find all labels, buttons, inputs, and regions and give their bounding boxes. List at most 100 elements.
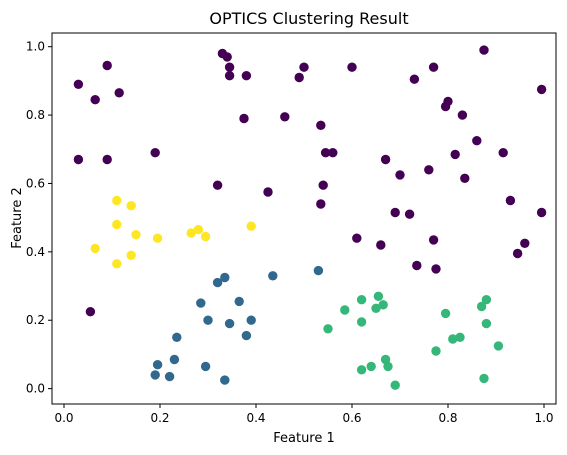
data-point-cluster-2-6 <box>378 300 388 310</box>
data-point-cluster-1-5 <box>224 318 235 329</box>
data-point-cluster-2-15 <box>481 318 492 329</box>
data-point-cluster-3-5 <box>126 250 136 260</box>
data-point-cluster-3-6 <box>112 259 122 269</box>
data-point-cluster-2-4 <box>356 317 367 327</box>
data-point-cluster-0-31 <box>428 62 439 72</box>
data-point-cluster-0-4 <box>73 154 84 165</box>
y-axis-label: Feature 2 <box>10 187 25 249</box>
data-point-cluster-0-25 <box>376 240 386 250</box>
data-point-cluster-0-48 <box>512 248 523 259</box>
data-point-cluster-2-12 <box>440 308 451 319</box>
data-point-cluster-0-47 <box>520 238 530 248</box>
data-point-cluster-3-3 <box>131 230 141 240</box>
data-point-cluster-0-30 <box>409 74 420 84</box>
data-point-cluster-1-1 <box>220 272 230 283</box>
data-point-cluster-0-45 <box>431 264 441 274</box>
y-axis-ticks: 0.0 0.2 0.4 0.6 0.8 1.0 <box>26 40 52 396</box>
data-point-cluster-0-13 <box>280 112 290 122</box>
x-axis-ticks: 0.0 0.2 0.4 0.6 0.8 1.0 <box>54 404 554 425</box>
data-point-cluster-0-8 <box>222 52 232 62</box>
data-point-cluster-0-42 <box>505 195 516 206</box>
data-point-cluster-1-10 <box>313 265 324 276</box>
data-point-cluster-0-28 <box>390 207 400 218</box>
y-tick-label: 0.4 <box>26 245 45 259</box>
data-point-cluster-1-7 <box>241 330 252 341</box>
chart-title: OPTICS Clustering Result <box>209 9 408 28</box>
data-point-cluster-1-2 <box>196 298 206 308</box>
data-point-cluster-0-1 <box>102 60 112 71</box>
data-point-cluster-1-9 <box>268 271 278 281</box>
x-tick-label: 1.0 <box>534 411 553 425</box>
data-point-cluster-1-16 <box>220 375 230 385</box>
x-tick-label: 0.8 <box>438 411 457 425</box>
data-point-cluster-0-11 <box>241 71 252 81</box>
data-point-cluster-0-16 <box>347 62 357 72</box>
data-point-cluster-3-8 <box>186 228 196 238</box>
data-point-cluster-2-17 <box>448 334 458 344</box>
data-point-cluster-0-39 <box>460 173 470 183</box>
data-point-cluster-3-9 <box>193 224 204 235</box>
data-point-cluster-2-3 <box>371 303 381 313</box>
data-point-cluster-0-37 <box>450 149 460 160</box>
data-point-cluster-1-0 <box>212 277 223 288</box>
data-point-cluster-0-21 <box>263 187 273 197</box>
data-point-cluster-0-18 <box>320 148 331 158</box>
y-tick-label: 0.6 <box>26 176 45 190</box>
data-point-cluster-0-26 <box>380 154 391 165</box>
data-point-cluster-2-16 <box>431 346 441 356</box>
x-tick-label: 0.4 <box>246 411 265 425</box>
data-point-cluster-3-11 <box>246 221 256 231</box>
data-point-cluster-0-43 <box>536 207 547 218</box>
y-tick-label: 0.8 <box>26 108 45 122</box>
data-point-cluster-0-14 <box>294 72 304 83</box>
data-point-cluster-2-5 <box>323 324 333 334</box>
data-point-cluster-2-18 <box>455 332 465 342</box>
x-tick-label: 0.6 <box>342 411 361 425</box>
data-point-cluster-0-9 <box>224 62 235 72</box>
data-point-cluster-0-44 <box>428 235 439 245</box>
data-point-cluster-0-19 <box>328 148 338 158</box>
data-point-cluster-2-1 <box>373 291 384 301</box>
data-point-cluster-0-24 <box>352 233 362 243</box>
x-tick-label: 0.2 <box>150 411 169 425</box>
data-point-cluster-0-17 <box>316 120 326 130</box>
data-point-cluster-3-10 <box>200 231 211 242</box>
data-point-cluster-2-14 <box>481 295 492 305</box>
data-point-cluster-3-7 <box>152 233 163 243</box>
data-point-cluster-0-29 <box>404 209 415 219</box>
data-point-cluster-1-12 <box>169 354 180 365</box>
y-tick-label: 0.0 <box>26 382 45 396</box>
data-point-cluster-1-6 <box>246 315 256 325</box>
data-point-cluster-0-27 <box>395 170 405 180</box>
data-point-cluster-0-20 <box>212 180 223 190</box>
data-point-cluster-0-34 <box>457 110 468 120</box>
data-point-cluster-0-0 <box>73 79 84 90</box>
data-point-cluster-2-20 <box>479 373 489 384</box>
x-tick-label: 0.0 <box>54 411 73 425</box>
data-point-cluster-2-7 <box>366 361 376 372</box>
data-point-cluster-0-36 <box>472 136 482 146</box>
data-point-cluster-1-13 <box>150 370 160 380</box>
data-point-cluster-0-15 <box>299 62 309 72</box>
data-point-cluster-2-8 <box>356 365 367 375</box>
scatter-points <box>73 45 547 390</box>
data-point-cluster-0-40 <box>498 148 508 158</box>
data-point-cluster-1-3 <box>234 296 244 307</box>
data-point-cluster-0-46 <box>412 260 422 271</box>
data-point-cluster-1-15 <box>200 361 211 372</box>
data-point-cluster-3-2 <box>112 219 122 230</box>
data-point-cluster-0-35 <box>479 45 489 55</box>
data-point-cluster-1-11 <box>152 360 163 370</box>
data-point-cluster-2-0 <box>356 295 367 305</box>
data-point-cluster-1-8 <box>172 332 182 342</box>
data-point-cluster-3-1 <box>126 201 136 211</box>
data-point-cluster-0-41 <box>536 84 547 95</box>
data-point-cluster-2-2 <box>340 305 350 315</box>
data-point-cluster-2-13 <box>476 301 487 312</box>
x-axis-label: Feature 1 <box>273 431 335 446</box>
data-point-cluster-0-22 <box>318 180 328 190</box>
data-point-cluster-1-4 <box>203 315 213 325</box>
data-point-cluster-0-5 <box>102 154 112 165</box>
data-point-cluster-2-10 <box>383 361 393 372</box>
